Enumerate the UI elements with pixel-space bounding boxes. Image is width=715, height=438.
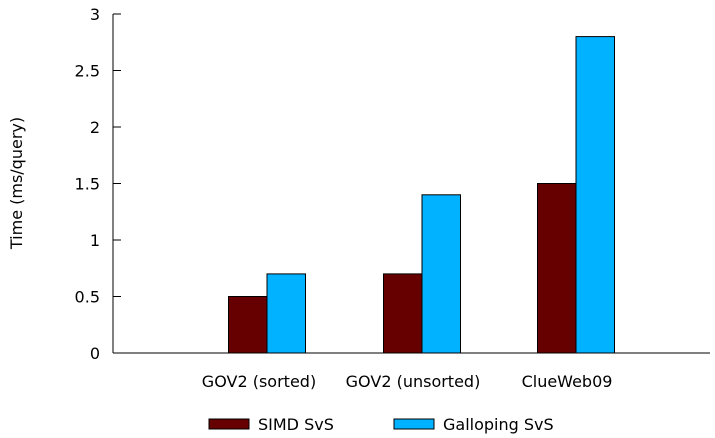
x-ticks: GOV2 (sorted) GOV2 (unsorted) ClueWeb09 xyxy=(202,372,613,391)
y-tick-label: 3 xyxy=(90,5,100,24)
y-ticks: 0 0.5 1 1.5 2 2.5 3 xyxy=(75,5,121,363)
bar-simd-svs-0 xyxy=(228,296,268,354)
y-tick-label: 2.5 xyxy=(75,62,100,81)
y-tick-label: 1 xyxy=(90,231,100,250)
bars xyxy=(228,36,615,354)
y-tick-label: 2 xyxy=(90,118,100,137)
x-tick-label: GOV2 (sorted) xyxy=(202,372,316,391)
y-tick-label: 1.5 xyxy=(75,175,100,194)
x-tick-label: ClueWeb09 xyxy=(522,372,613,391)
legend: SIMD SvS Galloping SvS xyxy=(208,415,554,434)
legend-swatch-galloping-svs xyxy=(393,418,435,430)
y-tick-label: 0 xyxy=(90,344,100,363)
legend-label: SIMD SvS xyxy=(258,415,334,434)
bar-galloping-svs-1 xyxy=(421,194,461,354)
bar-galloping-svs-2 xyxy=(575,36,615,354)
bar-galloping-svs-0 xyxy=(266,273,306,354)
legend-label: Galloping SvS xyxy=(443,415,554,434)
x-tick-label: GOV2 (unsorted) xyxy=(346,372,481,391)
legend-swatch-simd-svs xyxy=(208,418,250,430)
bar-simd-svs-2 xyxy=(537,183,577,354)
y-tick-label: 0.5 xyxy=(75,288,100,307)
bar-simd-svs-1 xyxy=(383,273,423,354)
y-axis-title: Time (ms/query) xyxy=(7,117,26,250)
